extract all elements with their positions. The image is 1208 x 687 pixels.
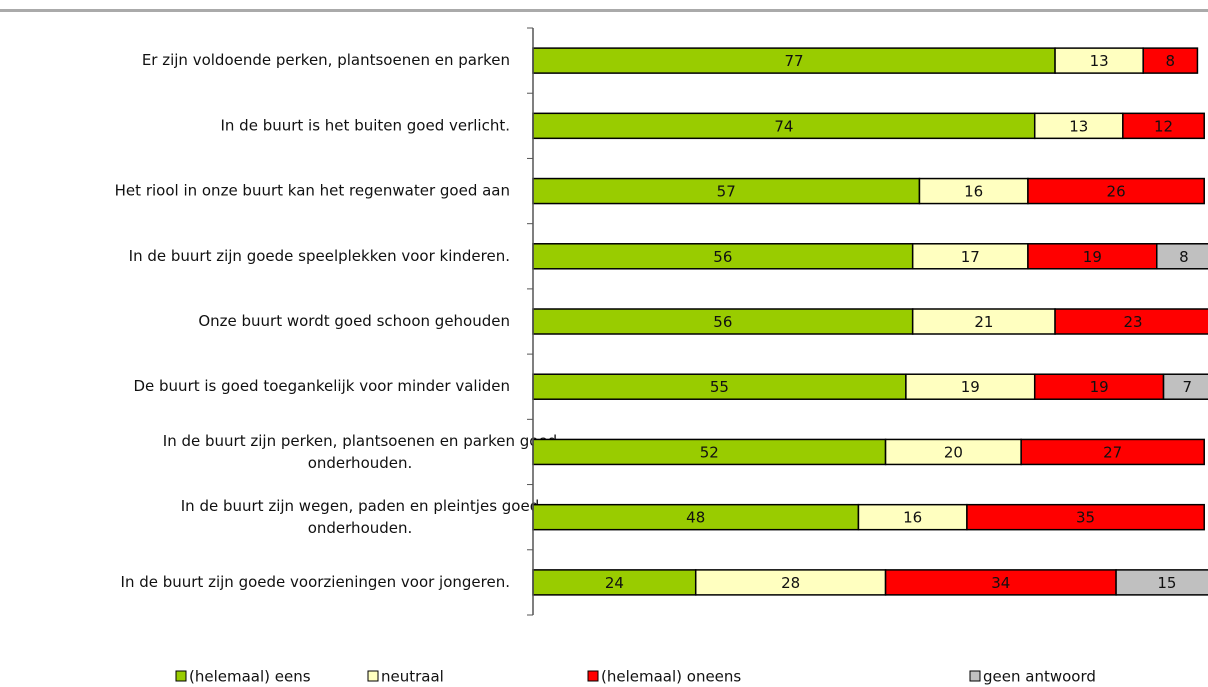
bar-segment	[1027, 177, 1205, 205]
bar-segment	[905, 373, 1036, 400]
bar-segment	[1033, 112, 1124, 140]
bar-segment	[884, 569, 1117, 596]
value-label: 57	[717, 183, 736, 201]
top-border	[0, 9, 1208, 12]
value-label: 74	[774, 117, 793, 135]
bar-segment	[1115, 569, 1208, 596]
bar-segment	[532, 569, 697, 596]
bar-segment	[1033, 373, 1165, 400]
bar-segment	[532, 373, 907, 400]
value-label: 56	[713, 248, 732, 266]
value-label: 19	[961, 378, 980, 396]
bar-segment	[1054, 47, 1144, 74]
legend-swatch	[587, 670, 599, 682]
legend-label: (helemaal) eens	[189, 668, 311, 686]
bar-segment	[1142, 47, 1199, 74]
value-label: 34	[991, 574, 1010, 592]
value-label: 20	[944, 443, 963, 461]
bar-segment	[966, 503, 1205, 531]
value-label: 48	[686, 509, 705, 527]
y-tick-label: Onze buurt wordt goed schoon gehouden	[198, 312, 510, 330]
bar-segment	[918, 177, 1029, 205]
value-label: 12	[1154, 117, 1173, 135]
value-label: 16	[964, 183, 983, 201]
value-label: 27	[1103, 443, 1122, 461]
bar-segment	[532, 308, 914, 335]
bar-segment	[1122, 112, 1205, 140]
legend-swatch	[367, 670, 379, 682]
value-label: 8	[1179, 248, 1189, 266]
bar-segment	[532, 503, 860, 531]
value-label: 28	[781, 574, 800, 592]
value-label: 24	[605, 574, 624, 592]
bar-segment	[1156, 243, 1208, 270]
bar-segment	[532, 177, 921, 205]
value-label: 52	[700, 443, 719, 461]
legend-label: (helemaal) oneens	[601, 668, 741, 686]
value-label: 7	[1182, 378, 1192, 396]
value-label: 23	[1123, 313, 1142, 331]
y-tick-label: In de buurt is het buiten goed verlicht.	[220, 116, 510, 134]
value-label: 35	[1076, 509, 1095, 527]
bar-segment	[1027, 243, 1158, 270]
y-tick-label: In de buurt zijn goede voorzieningen voo…	[121, 573, 510, 591]
bar-segment	[1054, 308, 1208, 335]
value-label: 13	[1090, 52, 1109, 70]
value-label: 21	[974, 313, 993, 331]
value-label: 26	[1107, 183, 1126, 201]
value-label: 8	[1166, 52, 1176, 70]
bar-segment	[1162, 373, 1208, 400]
legend-label: neutraal	[381, 668, 444, 686]
value-label: 55	[710, 378, 729, 396]
value-label: 19	[1083, 248, 1102, 266]
value-label: 19	[1090, 378, 1109, 396]
y-tick-label: Er zijn voldoende perken, plantsoenen en…	[142, 51, 510, 69]
value-label: 77	[784, 52, 803, 70]
legend-swatch	[969, 670, 981, 682]
y-tick-label: In de buurt zijn perken, plantsoenen en …	[163, 431, 557, 471]
value-label: 17	[961, 248, 980, 266]
value-label: 15	[1157, 574, 1176, 592]
legend-swatch	[175, 670, 187, 682]
bar-segment	[1020, 438, 1205, 466]
value-label: 13	[1069, 117, 1088, 135]
legend-label: geen antwoord	[983, 668, 1096, 686]
value-label: 56	[713, 313, 732, 331]
y-tick-label: De buurt is goed toegankelijk voor minde…	[133, 377, 510, 395]
value-label: 16	[903, 509, 922, 527]
y-tick-label: In de buurt zijn goede speelplekken voor…	[129, 247, 510, 265]
y-tick-label: In de buurt zijn wegen, paden en pleintj…	[181, 497, 539, 537]
y-tick-label: Het riool in onze buurt kan het regenwat…	[115, 182, 510, 200]
